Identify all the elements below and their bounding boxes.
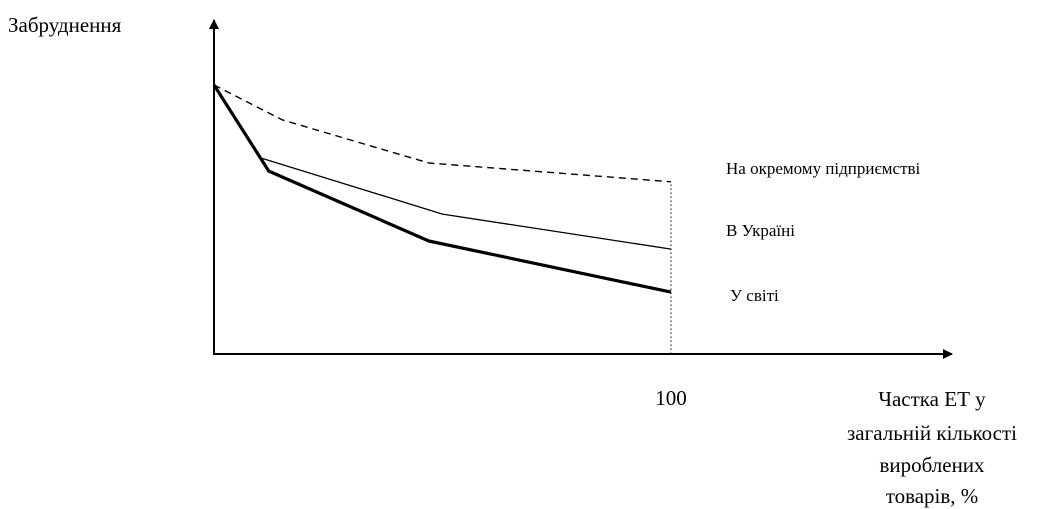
series-line-enterprise [213,84,672,183]
x-axis-label-line-1: Частка ЕТ у [878,387,986,411]
y-axis-label: Забруднення [8,13,122,37]
x-axis-label-line-2: загальній кількості [847,421,1017,445]
series-label-world: У світі [730,286,779,305]
x-axis-label: Частка ЕТ у загальній кількості вироблен… [847,387,1017,508]
x-axis-label-line-3: вироблених [879,453,985,477]
x-tick-100: 100 [655,386,687,410]
series-line-world [212,84,672,294]
series-line-ukraine [213,84,672,250]
x-axis-label-line-4: товарів, % [886,484,979,508]
series-label-ukraine: В Україні [726,221,795,240]
series-label-enterprise: На окремому підприємстві [726,159,921,178]
series-group [212,84,672,294]
